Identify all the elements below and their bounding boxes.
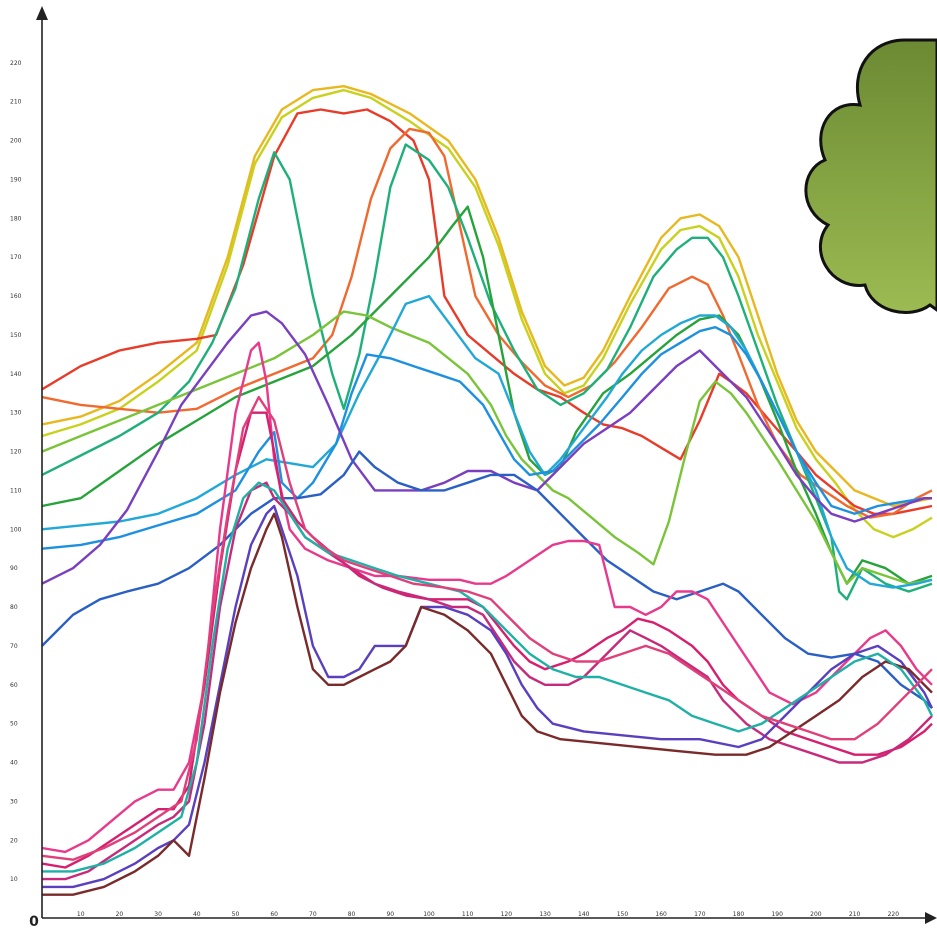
series-line-1: [41, 84, 933, 508]
series-line-5: [41, 143, 933, 601]
y-tick-label: 200: [10, 138, 22, 145]
y-tick-label: 120: [10, 449, 22, 456]
x-tick-label: 170: [694, 911, 706, 918]
series-line-9: [41, 326, 932, 550]
series-line-18: [41, 395, 933, 861]
y-tick-label: 110: [10, 487, 22, 494]
x-tick-label: 30: [154, 911, 162, 918]
x-tick-label: 200: [810, 911, 822, 918]
x-tick-label: 160: [655, 911, 667, 918]
y-tick-label: 130: [10, 410, 22, 417]
y-axis-arrow: [36, 6, 48, 20]
series-line-8: [41, 294, 933, 589]
x-tick-label: 80: [348, 911, 356, 918]
y-tick-label: 100: [10, 526, 22, 533]
y-tick-label: 80: [10, 604, 18, 611]
series-line-3: [41, 108, 933, 515]
y-tick-label: 60: [10, 682, 18, 689]
x-axis-arrow: [925, 912, 937, 924]
series-line-2: [41, 88, 933, 539]
x-tick-label: 20: [116, 911, 124, 918]
series-layer: [41, 84, 934, 896]
y-tick-label: 190: [10, 176, 22, 183]
y-tick-label: 180: [10, 215, 22, 222]
y-tick-label: 70: [10, 643, 18, 650]
x-tick-label: 150: [617, 911, 629, 918]
tick-labels: 10 20 30 40 50 60 70 80 90 100 110 120 130 140 150 160 1…: [10, 60, 899, 918]
series-line-7: [41, 310, 933, 585]
series-line-10: [41, 310, 932, 585]
series-line-13: [41, 411, 933, 869]
x-tick-label: 60: [270, 911, 278, 918]
x-tick-label: 50: [232, 911, 240, 918]
y-tick-label: 160: [10, 293, 22, 300]
x-tick-label: 120: [501, 911, 513, 918]
series-line-12: [41, 341, 933, 854]
x-tick-label: 70: [309, 911, 317, 918]
x-tick-label: 10: [77, 911, 85, 918]
series-line-11: [41, 450, 933, 709]
y-tick-label: 170: [10, 254, 22, 261]
y-tick-label: 50: [10, 721, 18, 728]
x-tick-label: 100: [423, 911, 435, 918]
x-tick-label: 110: [462, 911, 474, 918]
x-tick-label: 140: [578, 911, 590, 918]
x-tick-label: 220: [888, 911, 900, 918]
series-line-15: [42, 504, 934, 889]
x-tick-label: 180: [733, 911, 745, 918]
x-tick-label: 130: [539, 911, 551, 918]
cloud-callout-shape: [804, 38, 937, 314]
x-tick-label: 40: [193, 911, 201, 918]
y-tick-label: 150: [10, 332, 22, 339]
x-tick-label: 210: [849, 911, 861, 918]
series-line-16: [42, 512, 933, 896]
axes: 0: [29, 6, 937, 930]
y-tick-label: 90: [10, 565, 18, 572]
y-tick-label: 30: [10, 798, 18, 805]
y-tick-label: 10: [10, 876, 18, 883]
y-tick-label: 210: [10, 99, 22, 106]
y-tick-label: 220: [10, 60, 22, 67]
series-line-17: [42, 481, 934, 873]
cloud-shape: [804, 38, 937, 314]
y-tick-label: 20: [10, 837, 18, 844]
y-tick-label: 140: [10, 371, 22, 378]
x-tick-label: 90: [386, 911, 394, 918]
x-tick-label: 190: [771, 911, 783, 918]
y-tick-label: 40: [10, 760, 18, 767]
origin-label: 0: [29, 914, 39, 930]
